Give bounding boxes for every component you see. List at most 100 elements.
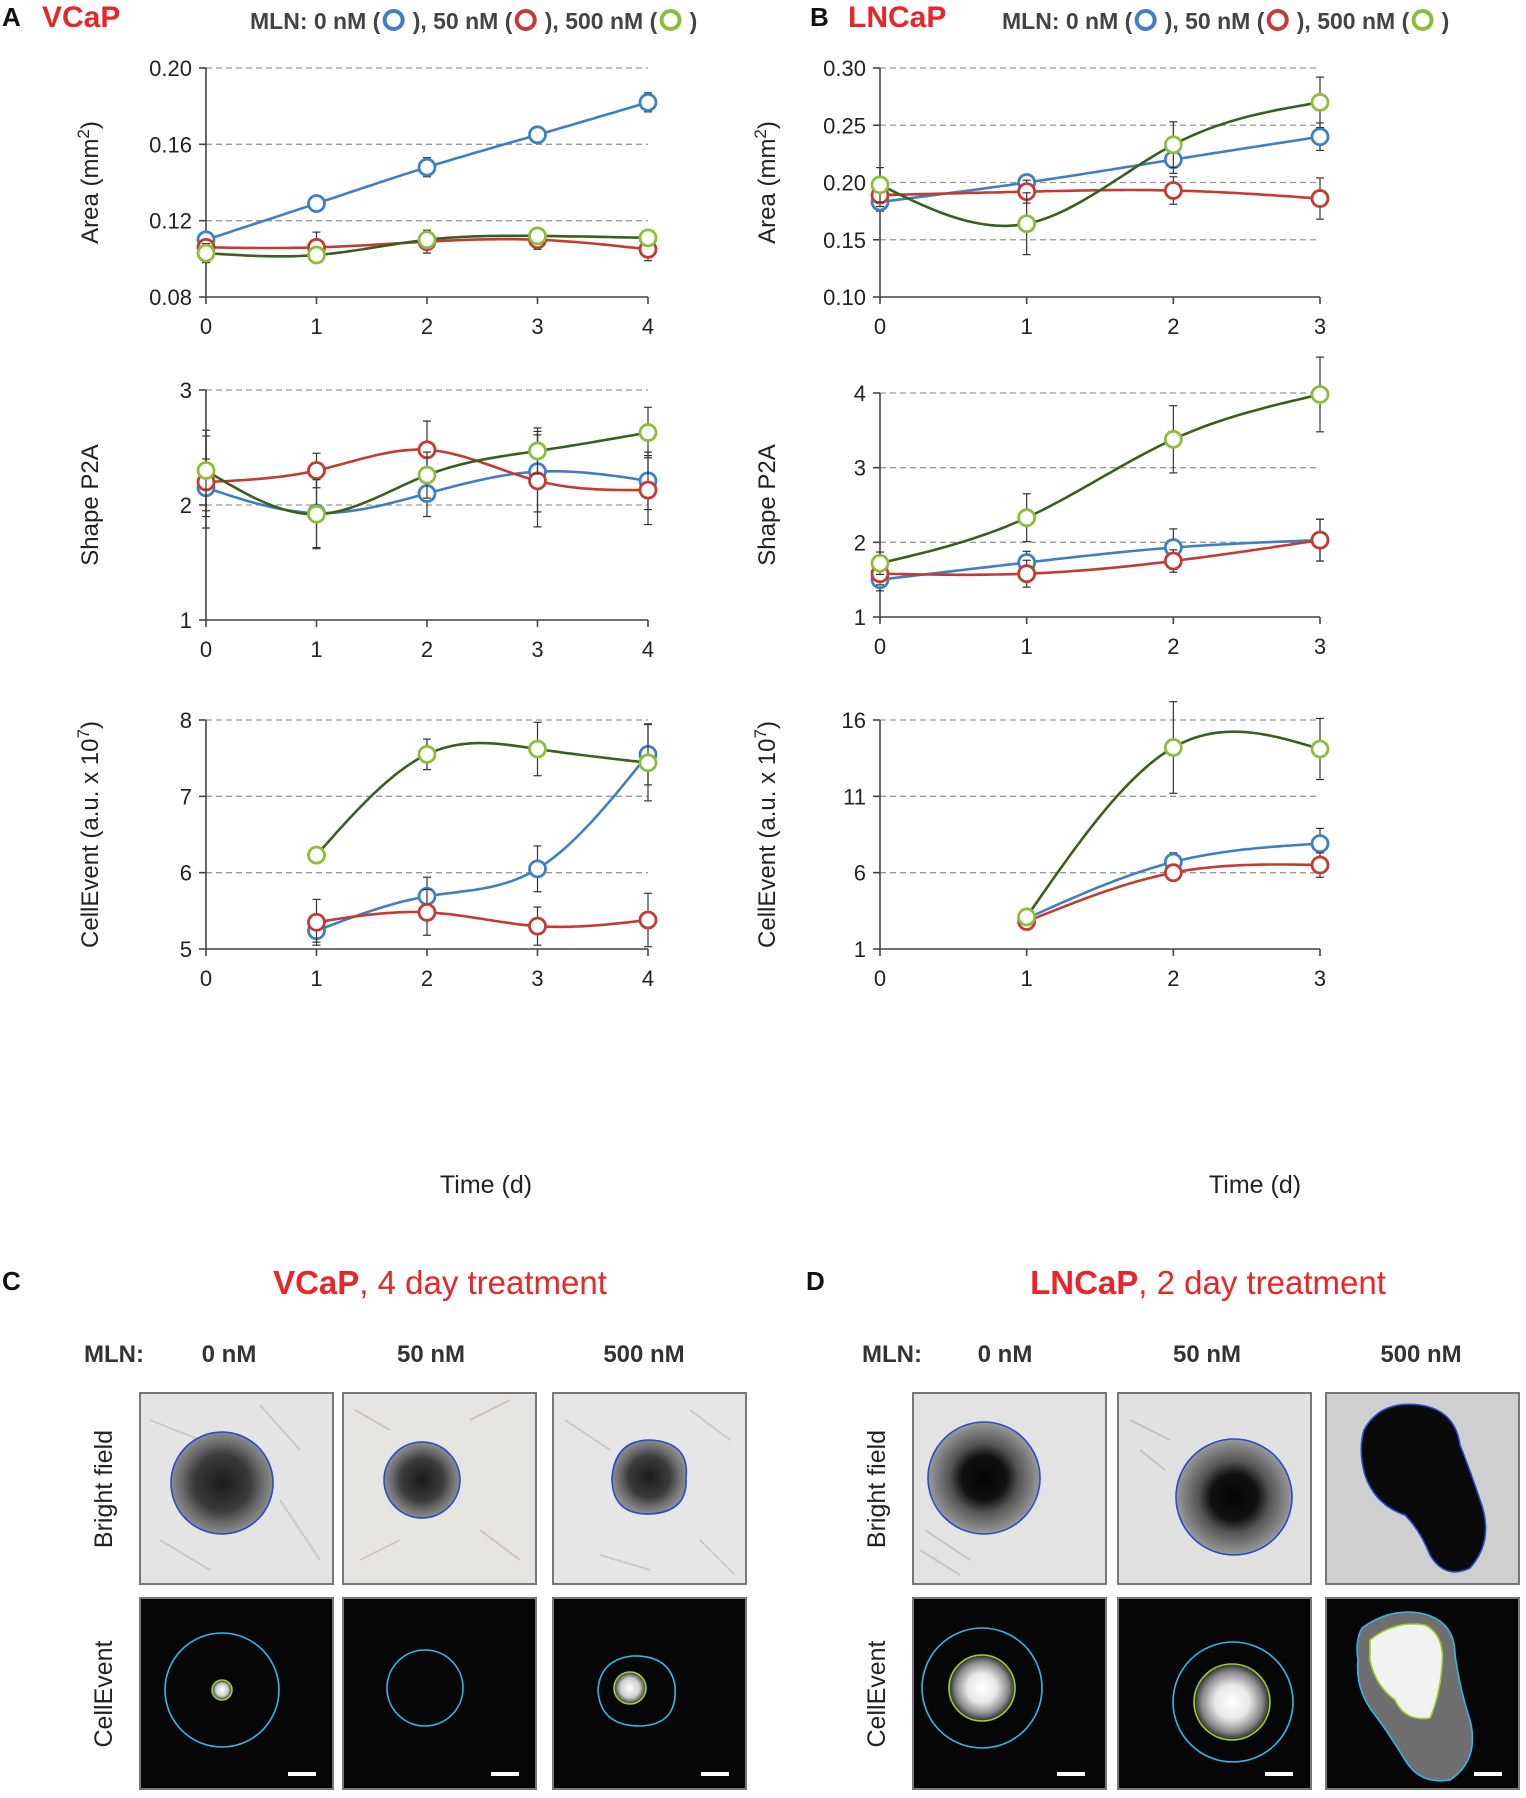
point-500nm: [1163, 429, 1183, 449]
point-500nm: [417, 465, 437, 485]
legend-a-suffix: ): [690, 8, 698, 34]
panel-c-row-cellevent: CellEvent: [90, 1640, 118, 1747]
point-50nm: [1163, 551, 1183, 571]
y-axis-label: CellEvent (a.u. x 107): [751, 721, 781, 948]
point-500nm: [638, 753, 658, 773]
legend-a-sep2: ), 500 nM (: [545, 8, 658, 34]
micrograph-c-ce-500nm: [552, 1597, 747, 1790]
x-tick-label: 0: [200, 314, 212, 339]
series-line-50nm: [316, 910, 649, 929]
panel-d-cell-line: LNCaP: [1030, 1264, 1138, 1301]
point-50nm: [1163, 863, 1183, 883]
y-tick-label: 1: [854, 937, 866, 962]
y-axis-label: Shape P2A: [754, 444, 781, 565]
x-tick-label: 0: [200, 966, 212, 991]
panel-d-condition-50: 50 nM: [1173, 1341, 1241, 1368]
point-50nm: [417, 902, 437, 922]
point-500nm: [196, 243, 216, 263]
legend-marker-500nm: [1411, 9, 1434, 31]
legend-markers: [382, 9, 1434, 31]
series-line-500nm: [879, 101, 1321, 228]
series-line-50nm: [879, 538, 1321, 577]
y-tick-label: 3: [180, 378, 192, 403]
x-tick-label: 1: [310, 637, 322, 662]
y-axis-label: Area (mm2): [74, 121, 104, 244]
panel-letter-a: A: [2, 2, 21, 32]
panel-d-title: LNCaP, 2 day treatment: [1030, 1264, 1386, 1301]
legend-b-suffix: ): [1442, 8, 1450, 34]
x-tick-label: 4: [642, 966, 654, 991]
point-50nm: [638, 480, 658, 500]
panel-d-treatment: , 2 day treatment: [1138, 1264, 1386, 1301]
x-tick-label: 2: [1167, 634, 1179, 659]
x-tick-label: 3: [531, 637, 543, 662]
point-50nm: [1163, 181, 1183, 200]
x-tick-label: 1: [1021, 314, 1033, 339]
micrograph-c-bf-500nm: [552, 1392, 747, 1585]
x-tick-label: 0: [874, 966, 886, 991]
point-50nm: [638, 910, 658, 930]
x-axis-label-a: Time (d): [440, 1171, 532, 1199]
point-0nm: [528, 125, 547, 145]
legend-b: MLN: 0 nM ( ), 50 nM ( ), 500 nM ( ): [1002, 8, 1449, 34]
panel-letter-c: C: [2, 1266, 21, 1296]
point-0nm: [1310, 127, 1330, 147]
panel-c-mln-label: MLN:: [84, 1341, 144, 1368]
point-500nm: [417, 230, 437, 250]
series-line-0nm: [879, 538, 1321, 581]
point-500nm: [870, 553, 890, 573]
panel-c-cell-line: VCaP: [273, 1264, 359, 1301]
micrograph-d-ce-500nm: [1325, 1597, 1520, 1790]
point-500nm: [1017, 508, 1037, 528]
y-tick-label: 6: [180, 861, 192, 886]
micrograph-d-ce-0nm: [912, 1597, 1107, 1790]
legend-marker-500nm: [659, 9, 682, 31]
point-50nm: [307, 912, 326, 932]
y-tick-label: 0.25: [823, 113, 866, 138]
series-line-500nm: [315, 741, 649, 856]
panel-c-condition-500: 500 nM: [603, 1341, 684, 1368]
chart-lncap-area: 0.10 0.15 0.20 0.25 0.30 0 1 2 3 Area (mm2): [751, 56, 1330, 339]
micrograph-d-bf-50nm: [1117, 1392, 1312, 1585]
panel-d-condition-500: 500 nM: [1380, 1341, 1461, 1368]
x-tick-label: 2: [421, 314, 433, 339]
point-500nm: [1017, 907, 1037, 927]
legend-b-sep1: ), 50 nM (: [1165, 8, 1265, 34]
panel-d-mln-label: MLN:: [862, 1341, 922, 1368]
panel-letter-d: D: [806, 1266, 825, 1296]
legend-marker-0nm: [1134, 9, 1157, 31]
y-tick-label: 6: [854, 861, 866, 886]
panel-c-row-bright-field: Bright field: [90, 1430, 118, 1548]
micrograph-c-ce-0nm: [139, 1597, 334, 1790]
y-axis-label: CellEvent (a.u. x 107): [74, 721, 104, 948]
legend-marker-50nm: [514, 9, 537, 31]
legend-marker-0nm: [382, 9, 405, 31]
point-500nm: [870, 175, 890, 195]
y-tick-label: 0.16: [149, 132, 192, 157]
y-tick-label: 11: [843, 784, 866, 809]
x-tick-label: 0: [874, 634, 886, 659]
point-500nm: [307, 845, 326, 865]
point-500nm: [528, 226, 547, 246]
y-axis-label: Area (mm2): [751, 121, 781, 244]
point-0nm: [417, 157, 437, 177]
x-tick-label: 1: [310, 314, 322, 339]
point-500nm: [1310, 739, 1330, 759]
panel-b-cell-line: LNCaP: [848, 1, 946, 34]
point-50nm: [307, 461, 326, 480]
point-50nm: [528, 471, 547, 491]
x-tick-label: 4: [642, 637, 654, 662]
y-tick-label: 0.08: [149, 285, 192, 310]
point-500nm: [638, 423, 658, 442]
y-tick-label: 1: [854, 605, 866, 630]
y-tick-label: 2: [854, 530, 866, 555]
micrograph-d-bf-500nm: [1325, 1392, 1520, 1585]
panel-d-row-bright-field: Bright field: [863, 1430, 891, 1548]
series-line-0nm: [316, 753, 650, 932]
legend-a: MLN: 0 nM ( ), 50 nM ( ), 500 nM ( ): [250, 8, 697, 34]
point-0nm: [1310, 834, 1330, 854]
x-axis-label-b: Time (d): [1209, 1171, 1301, 1199]
x-tick-label: 3: [531, 314, 543, 339]
y-tick-label: 0.12: [149, 209, 192, 234]
